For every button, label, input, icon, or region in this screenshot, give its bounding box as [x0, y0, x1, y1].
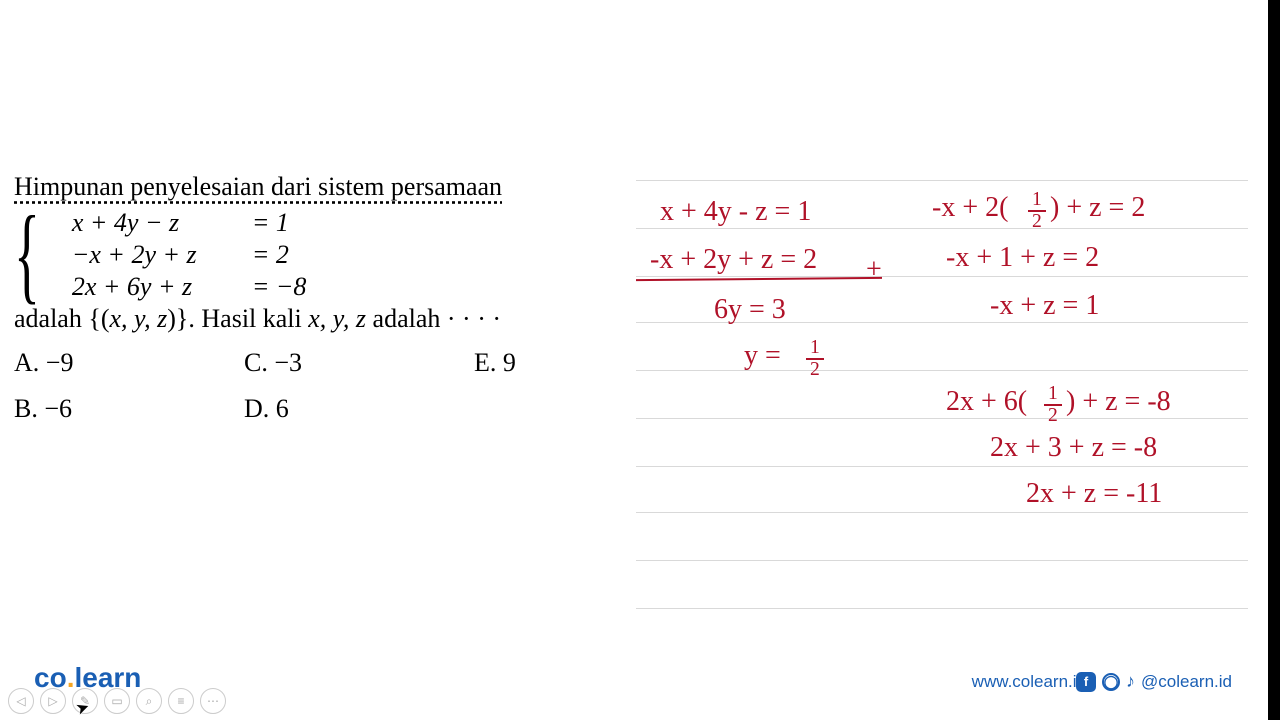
- handwritten-text: ) + z = 2: [1050, 192, 1145, 224]
- question-body: adalah {(x, y, z)}. Hasil kali x, y, z a…: [14, 304, 604, 334]
- handwritten-text: ) + z = -8: [1066, 386, 1171, 418]
- handwritten-text: 12: [806, 338, 824, 379]
- choice-a[interactable]: A. −9: [14, 348, 244, 378]
- choice-b[interactable]: B. −6: [14, 394, 244, 424]
- handwritten-text: -x + z = 1: [990, 290, 1099, 322]
- handwritten-text: 12: [1028, 190, 1046, 231]
- choice-c[interactable]: C. −3: [244, 348, 474, 378]
- handwritten-text: 6y = 3: [714, 294, 786, 326]
- screen-button[interactable]: ▭: [104, 688, 130, 714]
- handwritten-text: -x + 1 + z = 2: [946, 242, 1099, 274]
- footer: co.learn www.colearn.id f ◯ ♪ @colearn.i…: [0, 650, 1256, 720]
- choice-d[interactable]: D. 6: [244, 394, 474, 424]
- equation-system: { x + 4y − z = 1 −x + 2y + z = 2 2x + 6y…: [14, 208, 604, 302]
- footer-url[interactable]: www.colearn.id: [972, 672, 1086, 692]
- handwritten-text: y =: [744, 340, 781, 372]
- choice-e[interactable]: E. 9: [474, 348, 604, 378]
- body-suffix: adalah · · · ·: [366, 304, 501, 333]
- answer-choices: A. −9 C. −3 E. 9 B. −6 D. 6: [14, 348, 604, 424]
- footer-social: f ◯ ♪ @colearn.id: [1076, 671, 1232, 692]
- facebook-icon[interactable]: f: [1076, 672, 1096, 692]
- eq2-lhs: −x + 2y + z: [72, 240, 252, 270]
- eq3-lhs: 2x + 6y + z: [72, 272, 252, 302]
- equation-1: x + 4y − z = 1: [72, 208, 307, 238]
- handwritten-text: 2x + z = -11: [1026, 478, 1162, 510]
- ruled-line: [636, 512, 1248, 513]
- equation-rows: x + 4y − z = 1 −x + 2y + z = 2 2x + 6y +…: [72, 208, 307, 302]
- equation-2: −x + 2y + z = 2: [72, 240, 307, 270]
- handwritten-rule: [636, 277, 882, 281]
- eq1-rhs: = 1: [252, 208, 289, 238]
- question-block: Himpunan penyelesaian dari sistem persam…: [14, 172, 604, 424]
- ruled-line: [636, 276, 1248, 277]
- ruled-line: [636, 180, 1248, 181]
- tiktok-icon[interactable]: ♪: [1126, 671, 1135, 692]
- ruled-line: [636, 608, 1248, 609]
- page: Himpunan penyelesaian dari sistem persam…: [0, 0, 1268, 720]
- more-button[interactable]: ⋯: [200, 688, 226, 714]
- handwritten-text: 12: [1044, 384, 1062, 425]
- ruled-line: [636, 370, 1248, 371]
- left-brace: {: [14, 220, 40, 290]
- ruled-line: [636, 560, 1248, 561]
- handwritten-text: -x + 2(: [932, 192, 1008, 224]
- eq2-rhs: = 2: [252, 240, 289, 270]
- eq3-rhs: = −8: [252, 272, 307, 302]
- equation-3: 2x + 6y + z = −8: [72, 272, 307, 302]
- body-vars: x, y, z: [308, 304, 366, 333]
- ruled-line: [636, 228, 1248, 229]
- player-controls: ◁ ▷ ✎ ▭ ⌕ ≡ ⋯: [8, 688, 226, 714]
- ruled-line: [636, 418, 1248, 419]
- body-tuple: x, y, z: [109, 304, 167, 333]
- play-button[interactable]: ▷: [40, 688, 66, 714]
- prev-button[interactable]: ◁: [8, 688, 34, 714]
- handwritten-text: -x + 2y + z = 2: [650, 244, 817, 276]
- eq1-lhs: x + 4y − z: [72, 208, 252, 238]
- handwritten-text: 2x + 3 + z = -8: [990, 432, 1157, 464]
- handwritten-text: +: [866, 254, 882, 286]
- ruled-line: [636, 466, 1248, 467]
- zoom-button[interactable]: ⌕: [136, 688, 162, 714]
- caption-button[interactable]: ≡: [168, 688, 194, 714]
- handwritten-text: x + 4y - z = 1: [660, 196, 811, 228]
- question-title: Himpunan penyelesaian dari sistem persam…: [14, 172, 502, 201]
- body-mid: )}. Hasil kali: [167, 304, 308, 333]
- social-handle[interactable]: @colearn.id: [1141, 672, 1232, 692]
- instagram-icon[interactable]: ◯: [1102, 673, 1120, 691]
- handwritten-text: 2x + 6(: [946, 386, 1027, 418]
